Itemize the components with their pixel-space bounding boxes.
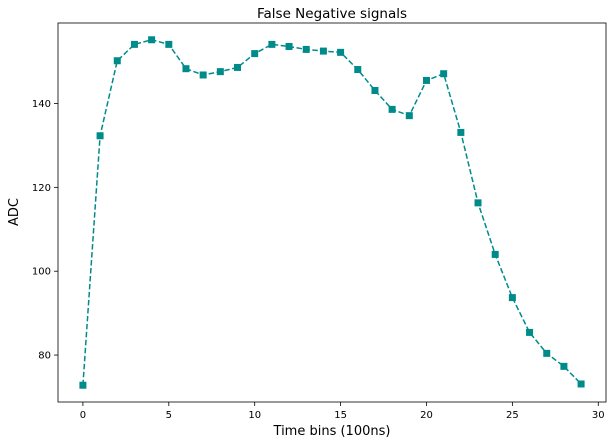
y-axis-label: ADC (7, 198, 22, 226)
data-point (130, 40, 138, 48)
data-point (388, 105, 396, 113)
data-point (79, 381, 87, 389)
x-tick-label: 15 (334, 410, 347, 421)
data-point (182, 65, 190, 73)
data-point (199, 71, 207, 79)
data-point (302, 45, 310, 53)
series-layer (79, 36, 585, 389)
y-axis: 80 100 120 140 (32, 99, 58, 362)
data-point (405, 112, 413, 120)
data-point (371, 86, 379, 94)
data-point (148, 36, 156, 44)
x-tick-label: 20 (420, 410, 433, 421)
x-tick-label: 5 (166, 410, 172, 421)
data-point (354, 66, 362, 74)
data-point (577, 380, 585, 388)
data-point (508, 294, 516, 302)
x-axis: 0 5 10 15 20 25 30 (80, 402, 605, 421)
plot-area (57, 22, 607, 403)
data-point (422, 76, 430, 84)
y-tick-label: 140 (32, 99, 51, 110)
data-point (216, 68, 224, 76)
data-point (285, 42, 293, 50)
data-point (251, 50, 259, 58)
chart-title: False Negative signals (257, 6, 407, 22)
y-tick-label: 100 (32, 267, 51, 278)
data-point (165, 40, 173, 48)
data-point (440, 70, 448, 78)
data-point (526, 328, 534, 336)
data-point (234, 63, 242, 71)
x-axis-label: Time bins (100ns) (273, 424, 391, 439)
data-point (96, 132, 104, 140)
x-tick-label: 10 (248, 410, 261, 421)
y-tick-label: 120 (32, 183, 51, 194)
data-point (543, 349, 551, 357)
x-tick-label: 0 (80, 410, 86, 421)
x-tick-label: 30 (592, 410, 605, 421)
data-point (113, 57, 121, 65)
data-point (491, 250, 499, 258)
series-line (82, 38, 582, 386)
x-tick-label: 25 (506, 410, 519, 421)
data-point (474, 199, 482, 207)
data-point (457, 128, 465, 136)
y-tick-label: 80 (38, 351, 51, 362)
data-point (560, 362, 568, 370)
data-point (268, 40, 276, 48)
data-point (319, 47, 327, 55)
data-point (337, 48, 345, 56)
